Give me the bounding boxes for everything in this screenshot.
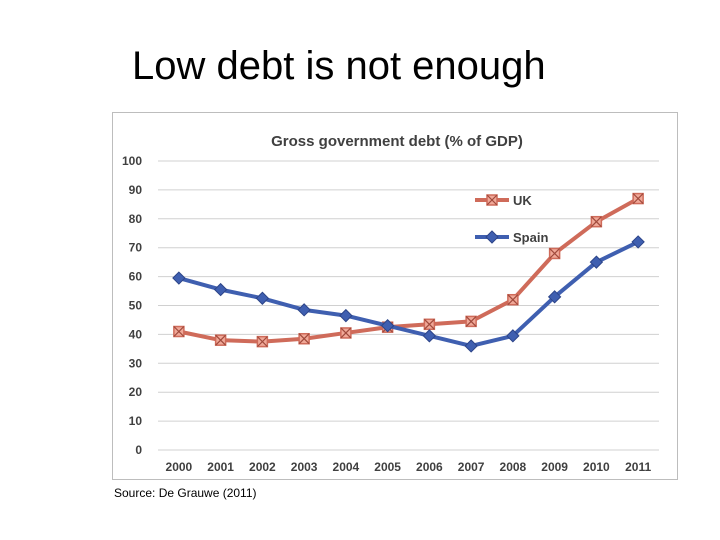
y-tick-label: 40 xyxy=(129,327,143,341)
uk-data-point xyxy=(173,325,185,338)
uk-legend-label: UK xyxy=(513,193,532,208)
uk-data-point xyxy=(423,318,436,331)
spain-data-point xyxy=(255,291,270,305)
spain-legend-marker xyxy=(485,230,499,244)
y-tick-label: 100 xyxy=(122,154,142,168)
spain-data-point xyxy=(172,271,186,285)
uk-data-point xyxy=(214,334,227,346)
debt-line-chart: Gross government debt (% of GDP) 0 10 20 30… xyxy=(122,133,659,474)
x-tick-label: 2009 xyxy=(541,460,568,474)
spain-data-point xyxy=(213,282,228,297)
uk-data-point xyxy=(507,293,519,306)
x-tick-label: 2008 xyxy=(500,460,527,474)
uk-legend-marker xyxy=(486,194,498,206)
uk-data-point xyxy=(548,247,561,260)
chart-frame: Gross government debt (% of GDP) 0 10 20 30… xyxy=(112,112,678,480)
x-tick-label: 2004 xyxy=(333,460,360,474)
uk-data-point xyxy=(590,215,603,228)
x-tick-label: 2000 xyxy=(166,460,193,474)
x-tick-label: 2007 xyxy=(458,460,485,474)
spain-data-point xyxy=(297,303,311,317)
y-tick-label: 90 xyxy=(129,183,143,197)
y-tick-label: 30 xyxy=(129,356,143,370)
x-tick-label: 2001 xyxy=(207,460,234,474)
source-note: Source: De Grauwe (2011) xyxy=(114,486,257,500)
y-tick-label: 10 xyxy=(129,414,143,428)
spain-series-line xyxy=(176,239,641,348)
spain-data-point xyxy=(380,319,395,333)
x-tick-label: 2010 xyxy=(583,460,610,474)
y-tick-label: 50 xyxy=(129,299,143,313)
y-tick-label: 70 xyxy=(129,241,143,255)
y-tick-label: 80 xyxy=(129,212,143,226)
x-tick-label: 2002 xyxy=(249,460,276,474)
spain-data-point xyxy=(547,290,562,304)
uk-data-point xyxy=(298,332,310,345)
y-tick-label: 20 xyxy=(129,385,143,399)
x-tick-label: 2011 xyxy=(625,460,651,474)
spain-legend-label: Spain xyxy=(513,230,548,245)
spain-data-point xyxy=(339,308,353,323)
x-tick-label: 2003 xyxy=(291,460,318,474)
spain-data-point xyxy=(589,255,604,269)
uk-series-line xyxy=(176,196,641,344)
uk-data-point xyxy=(632,192,644,205)
slide-title: Low debt is not enough xyxy=(132,44,546,88)
y-tick-label: 60 xyxy=(129,270,143,284)
y-tick-label: 0 xyxy=(135,443,142,457)
spain-data-point xyxy=(631,235,645,249)
uk-data-point xyxy=(465,315,477,328)
x-tick-label: 2005 xyxy=(374,460,401,474)
spain-data-point xyxy=(506,329,520,343)
chart-title: Gross government debt (% of GDP) xyxy=(271,133,523,150)
x-tick-label: 2006 xyxy=(416,460,443,474)
uk-data-point xyxy=(256,335,269,348)
spain-data-point xyxy=(422,329,437,343)
spain-data-point xyxy=(464,339,478,353)
uk-data-point xyxy=(340,327,352,339)
